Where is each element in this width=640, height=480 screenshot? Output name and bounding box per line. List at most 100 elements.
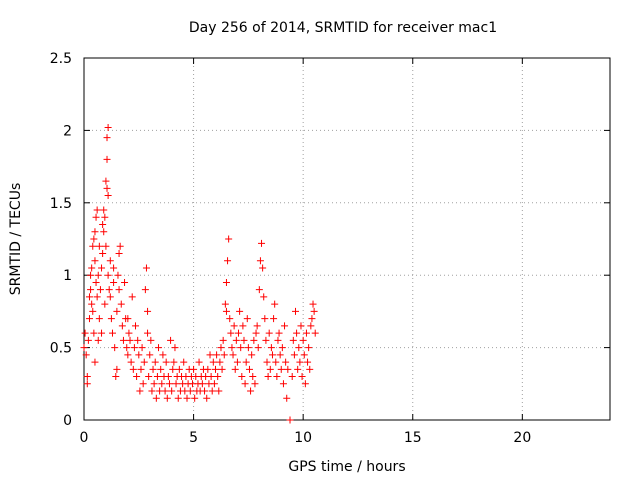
y-tick-label: 1.5 [50,196,72,212]
data-point [112,373,120,381]
data-point [258,239,266,247]
data-point [256,257,264,265]
data-point [281,322,289,330]
data-point [129,365,137,373]
data-point [263,358,271,366]
data-point [238,373,246,381]
data-point [243,315,251,323]
data-point [206,351,214,359]
data-point [113,307,121,315]
data-point [153,373,161,381]
data-point [217,344,225,352]
data-point [235,329,243,337]
data-point [195,358,203,366]
data-point [87,271,95,279]
data-point [224,257,232,265]
data-point [266,365,274,373]
data-point [92,213,100,221]
data-point [294,365,302,373]
data-point [183,394,191,402]
data-point [172,380,180,388]
data-point [157,365,165,373]
x-tick-label: 20 [513,430,531,446]
data-point [290,351,298,359]
data-point [144,307,152,315]
data-point [155,344,163,352]
data-point [141,286,149,294]
data-point [90,235,98,243]
data-point [300,351,308,359]
data-point [162,358,170,366]
data-point [117,300,125,308]
data-point [295,344,303,352]
data-point [264,373,272,381]
data-point [215,387,223,395]
data-point [291,307,299,315]
data-point [212,365,219,373]
data-point [114,271,122,279]
data-point [135,351,143,359]
data-point [219,336,227,344]
data-point [297,322,305,330]
data-point [165,380,173,388]
data-point [272,358,280,366]
data-point [124,315,132,323]
axis-ticks: 0 5 10 15 20 0 0.5 1 1.5 2 2.5 [50,51,610,446]
data-point [255,286,263,294]
data-point [104,124,112,132]
data-point [99,221,107,229]
data-point [95,242,103,250]
data-point [259,264,267,272]
data-point [115,249,123,257]
data-point [218,365,226,373]
data-point [151,358,159,366]
data-point [261,315,269,323]
data-point [101,300,109,308]
data-point [101,213,109,221]
data-point [81,329,89,337]
data-point [128,293,136,301]
data-point [214,373,222,381]
y-tick-label: 2 [63,123,72,139]
data-point [134,336,142,344]
data-point [92,278,100,286]
data-point [124,351,132,359]
data-point [201,387,209,395]
data-point [302,329,310,337]
data-point [242,358,250,366]
data-point [105,286,113,294]
data-point [91,228,99,236]
data-point [260,293,268,301]
data-point [161,387,169,395]
data-point [270,315,278,323]
data-point [282,358,290,366]
data-point [286,416,294,424]
data-point [145,373,153,381]
data-point [110,264,118,272]
data-point [83,373,91,381]
plot-frame [83,57,611,421]
data-point [279,380,287,388]
data-point [108,329,116,337]
data-point [121,278,129,286]
data-point [274,336,282,344]
data-point [230,322,238,330]
data-point [236,307,244,315]
data-point [289,336,297,344]
y-tick-label: 0 [63,413,72,429]
data-point [171,344,179,352]
data-point [93,293,101,301]
data-point [104,192,112,200]
data-point [268,351,276,359]
data-point [159,351,167,359]
data-point [106,293,114,301]
data-point [111,344,119,352]
data-point [127,358,135,366]
data-point [130,344,138,352]
data-point [164,373,172,381]
data-point [241,380,249,388]
data-point [126,336,134,344]
data-point [198,380,206,388]
y-axis-title: SRMTID / TECUs [8,183,24,296]
data-point [311,329,319,337]
